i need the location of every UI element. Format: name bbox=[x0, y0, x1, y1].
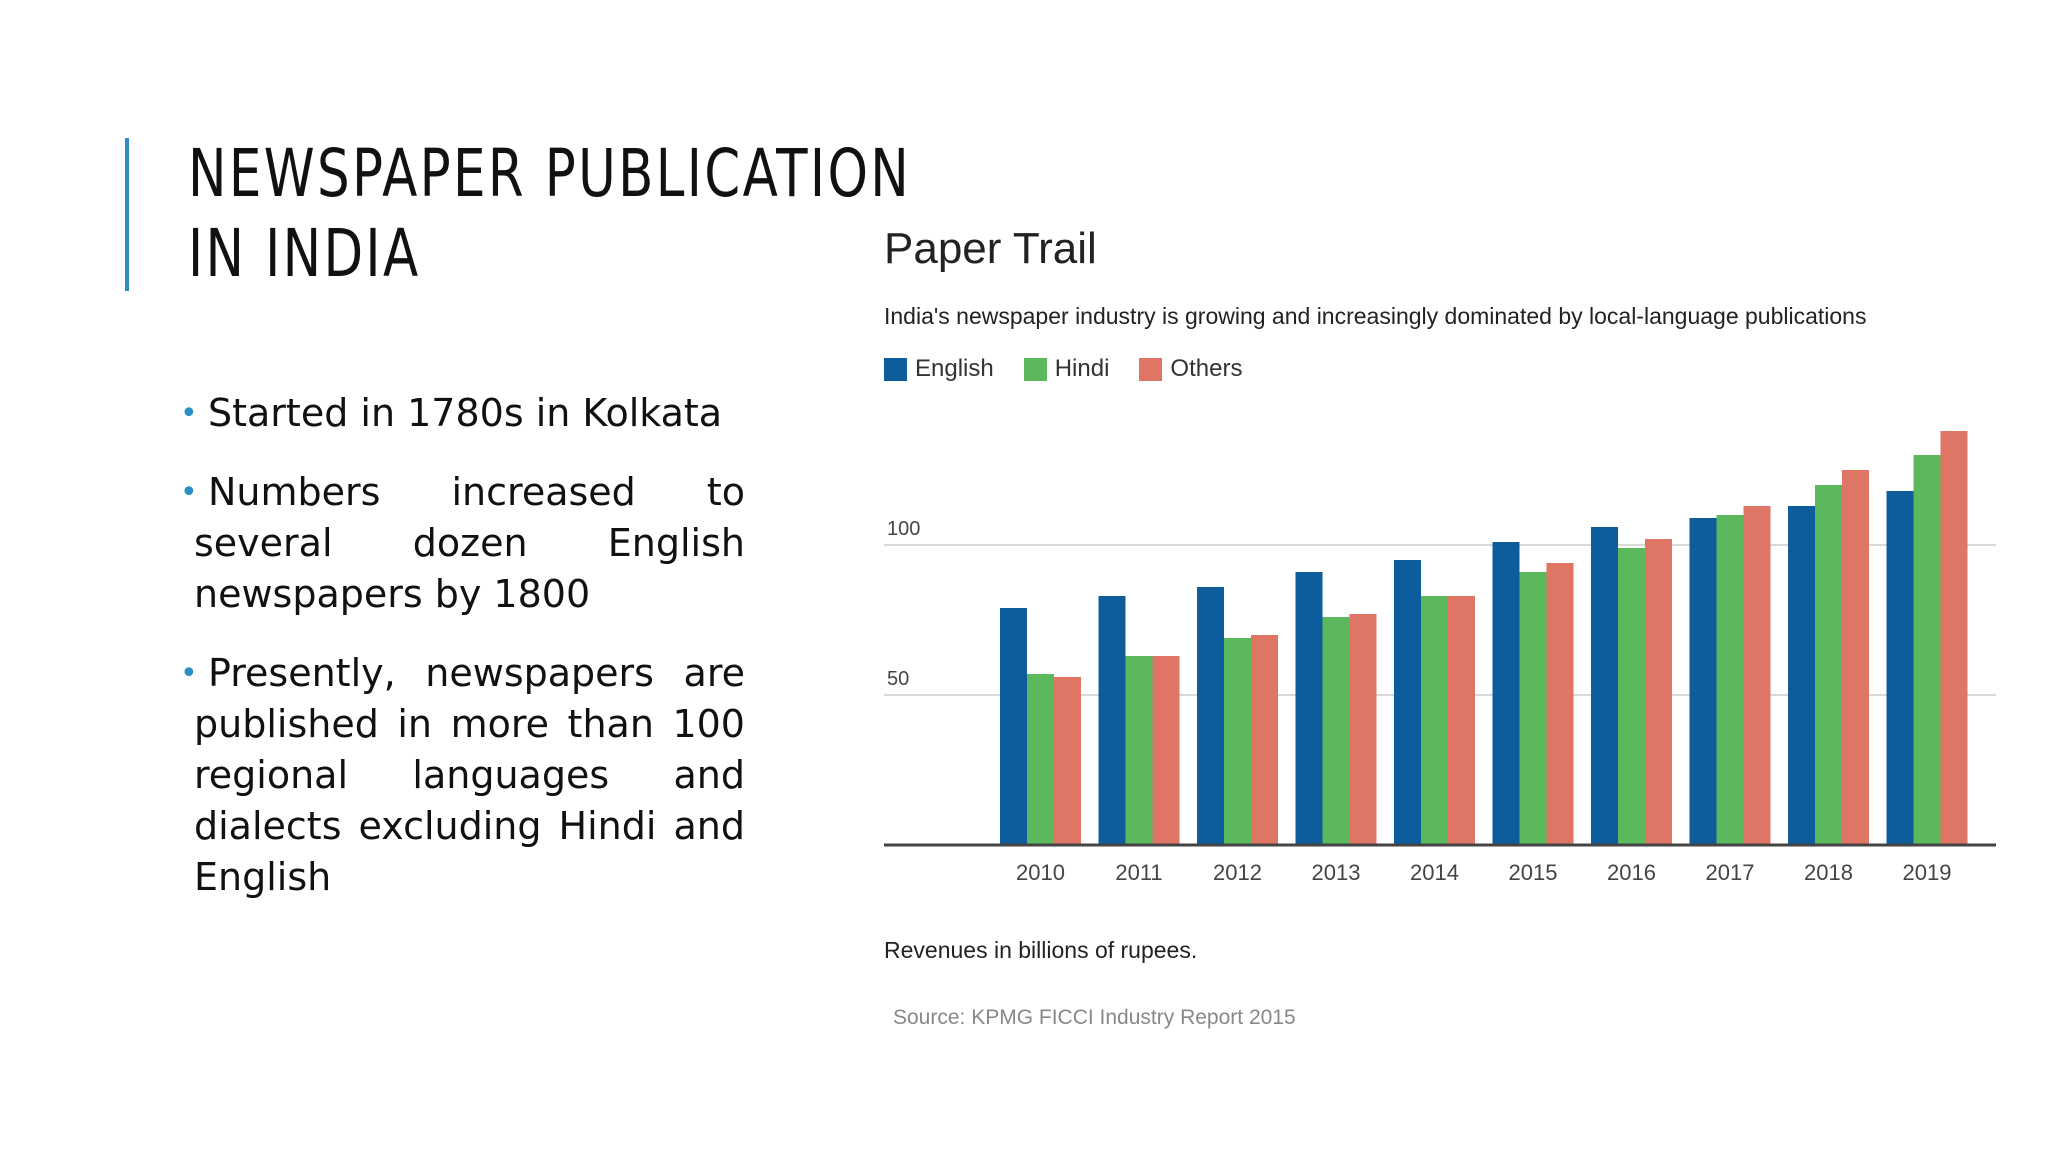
legend-swatch bbox=[1023, 357, 1047, 381]
bullet-text: Started in 1780s in Kolkata bbox=[208, 391, 723, 435]
bar-english bbox=[1000, 608, 1027, 845]
bar-english bbox=[1197, 587, 1224, 845]
bullet-list: • Started in 1780s in Kolkata • Numbers … bbox=[180, 388, 745, 931]
bar-hindi bbox=[1716, 515, 1744, 845]
x-tick-label: 2017 bbox=[1706, 860, 1755, 885]
bullet-dot-icon: • bbox=[180, 656, 198, 691]
chart-note: Revenues in billions of rupees. bbox=[884, 937, 1198, 963]
bullet-dot-icon: • bbox=[180, 396, 198, 431]
bar-others bbox=[1448, 596, 1475, 845]
bar-hindi bbox=[1618, 548, 1645, 845]
x-tick-label: 2015 bbox=[1509, 860, 1558, 885]
bar-hindi bbox=[1322, 617, 1350, 845]
bullet-text: Numbers increased to several dozen Engli… bbox=[194, 470, 745, 616]
legend-label: Hindi bbox=[1054, 355, 1110, 382]
chart-title: Paper Trail bbox=[884, 224, 1097, 273]
legend-swatch bbox=[1139, 357, 1163, 381]
bar-others bbox=[1645, 539, 1672, 845]
bar-english bbox=[1591, 527, 1618, 845]
chart-subtitle: India's newspaper industry is growing an… bbox=[884, 303, 1867, 329]
legend-item-english: English bbox=[884, 355, 994, 383]
slide-title-line-1: NEWSPAPER PUBLICATION bbox=[188, 135, 912, 212]
bar-others bbox=[1940, 431, 1968, 845]
x-tick-label: 2012 bbox=[1213, 860, 1262, 885]
bar-hindi bbox=[1421, 596, 1448, 845]
x-tick-label: 2018 bbox=[1804, 860, 1853, 885]
legend-item-others: Others bbox=[1139, 355, 1242, 383]
bar-english bbox=[1394, 560, 1421, 845]
title-accent-bar bbox=[125, 138, 129, 291]
bar-others bbox=[1743, 506, 1771, 845]
bar-english bbox=[1295, 572, 1323, 845]
bar-others bbox=[1546, 563, 1574, 845]
x-tick-label: 2019 bbox=[1903, 860, 1952, 885]
bar-hindi bbox=[1815, 485, 1842, 845]
bullet-item: • Presently, newspapers are published in… bbox=[180, 648, 745, 903]
legend-label: Others bbox=[1170, 355, 1243, 382]
chart-legend: English Hindi Others bbox=[884, 355, 1272, 383]
bullet-text: Presently, newspapers are published in m… bbox=[194, 651, 745, 899]
bar-others bbox=[1251, 635, 1278, 845]
bar-english bbox=[1788, 506, 1815, 845]
bar-others bbox=[1349, 614, 1377, 845]
bar-others bbox=[1842, 470, 1869, 845]
bar-hindi bbox=[1125, 656, 1153, 845]
bullet-dot-icon: • bbox=[180, 475, 198, 510]
x-tick-label: 2010 bbox=[1016, 860, 1065, 885]
legend-swatch bbox=[884, 357, 907, 381]
slide-title-line-2: IN INDIA bbox=[188, 215, 421, 292]
bar-english bbox=[1886, 491, 1914, 845]
legend-label: English bbox=[915, 355, 994, 382]
bar-others bbox=[1054, 677, 1081, 845]
chart-source: Source: KPMG FICCI Industry Report 2015 bbox=[893, 1006, 1296, 1029]
chart-plot: 50 100 2010 2011 2012 2013 2014 2015 2016 2017 201… bbox=[884, 431, 1996, 885]
x-tick-label: 2016 bbox=[1607, 860, 1656, 885]
x-tick-label: 2011 bbox=[1115, 860, 1162, 885]
x-tick-label: 2014 bbox=[1410, 860, 1459, 885]
bar-english bbox=[1689, 518, 1717, 845]
bar-english bbox=[1098, 596, 1126, 845]
bar-hindi bbox=[1027, 674, 1054, 845]
bullet-item: • Started in 1780s in Kolkata bbox=[180, 388, 745, 439]
legend-item-hindi: Hindi bbox=[1023, 355, 1110, 383]
bar-english bbox=[1492, 542, 1520, 845]
bullet-item: • Numbers increased to several dozen Eng… bbox=[180, 467, 745, 620]
y-tick-label: 100 bbox=[887, 518, 920, 540]
y-tick-label: 50 bbox=[887, 668, 909, 690]
bar-hindi bbox=[1519, 572, 1547, 845]
bar-others bbox=[1152, 656, 1180, 845]
bar-hindi bbox=[1913, 455, 1941, 845]
bar-hindi bbox=[1224, 638, 1251, 845]
slide-title: NEWSPAPER PUBLICATION IN INDIA bbox=[188, 134, 911, 294]
chart: 50 100 2010 2011 2012 2013 2014 2015 2016 2017 201… bbox=[860, 210, 2040, 1060]
x-tick-label: 2013 bbox=[1312, 860, 1361, 885]
